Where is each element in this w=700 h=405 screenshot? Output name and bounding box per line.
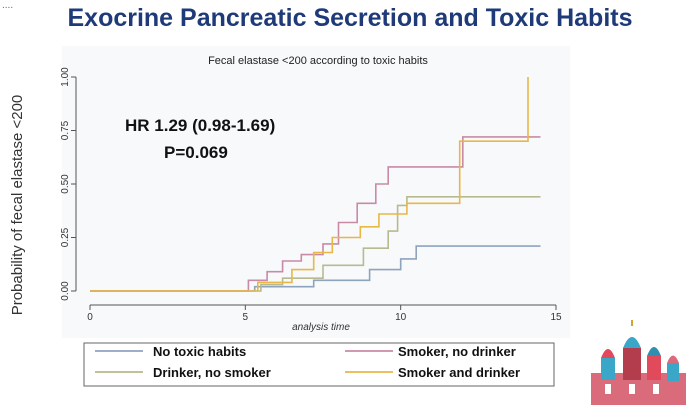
- y-tick-label: 0.75: [60, 120, 71, 140]
- legend-label-3: Smoker, no drinker: [398, 344, 516, 359]
- x-tick-label: 0: [87, 312, 93, 323]
- legend-label-2: Drinker, no smoker: [153, 365, 271, 380]
- legend-label-4: Smoker and drinker: [398, 365, 520, 380]
- cathedral-illustration: [591, 320, 686, 405]
- chart-title: Fecal elastase <200 according to toxic h…: [208, 55, 428, 67]
- y-tick-label: 0.25: [60, 227, 71, 247]
- x-axis-label: analysis time: [292, 322, 350, 333]
- y-tick-label: 0.00: [60, 281, 71, 301]
- legend-label-1: No toxic habits: [153, 344, 246, 359]
- y-tick-label: 0.50: [60, 174, 71, 194]
- x-tick-label: 15: [550, 312, 562, 323]
- series-line-3: [90, 136, 541, 292]
- x-tick-label: 10: [395, 312, 407, 323]
- y-tick-label: 1.00: [60, 67, 71, 87]
- x-tick-label: 5: [243, 312, 249, 323]
- hr-annotation: HR 1.29 (0.98-1.69): [125, 116, 275, 135]
- p-value-annotation: P=0.069: [164, 143, 228, 162]
- legend-box: [83, 342, 555, 387]
- corner-dots: ....: [2, 0, 14, 11]
- cathedral-icon: [591, 320, 686, 405]
- series-line-1: [90, 245, 541, 292]
- y-axis-label: Probability of fecal elastase <200: [9, 95, 26, 316]
- series-line-4: [90, 77, 529, 292]
- slide-title: Exocrine Pancreatic Secretion and Toxic …: [67, 4, 633, 32]
- plot-panel: [62, 46, 570, 338]
- series-line-2: [90, 196, 541, 292]
